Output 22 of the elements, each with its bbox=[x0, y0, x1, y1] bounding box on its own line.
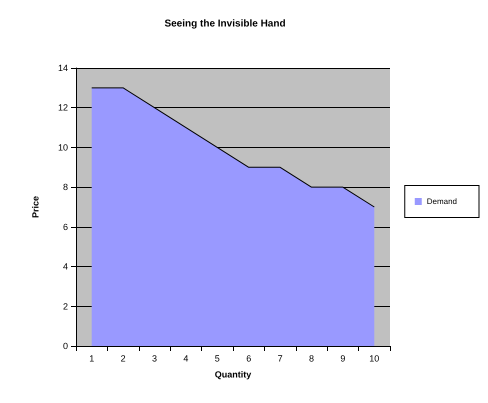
y-tick-label: 14 bbox=[58, 63, 68, 73]
y-tick-label: 4 bbox=[62, 262, 68, 272]
x-tick-label: 6 bbox=[246, 354, 252, 364]
y-tick-label: 0 bbox=[62, 341, 68, 351]
legend-label: Demand bbox=[426, 197, 458, 206]
y-tick-label: 10 bbox=[58, 142, 68, 152]
y-tick-label: 2 bbox=[62, 301, 68, 312]
x-tick-label: 10 bbox=[369, 354, 380, 364]
x-tick-label: 7 bbox=[278, 354, 283, 364]
chart-title: Seeing the Invisible Hand bbox=[164, 18, 286, 30]
x-tick-label: 9 bbox=[340, 354, 346, 364]
x-tick-label: 3 bbox=[152, 354, 158, 364]
x-tick-label: 4 bbox=[183, 354, 188, 364]
y-tick-label: 12 bbox=[58, 102, 68, 113]
y-tick-label: 8 bbox=[62, 182, 68, 192]
x-axis-title: Quantity bbox=[214, 370, 252, 380]
x-tick-label: 5 bbox=[214, 354, 220, 364]
x-tick-label: 1 bbox=[89, 354, 94, 364]
x-tick-label: 8 bbox=[308, 354, 314, 364]
y-tick-label: 6 bbox=[62, 222, 68, 232]
x-tick-label: 2 bbox=[120, 354, 126, 364]
y-axis-title: Price bbox=[30, 196, 40, 218]
